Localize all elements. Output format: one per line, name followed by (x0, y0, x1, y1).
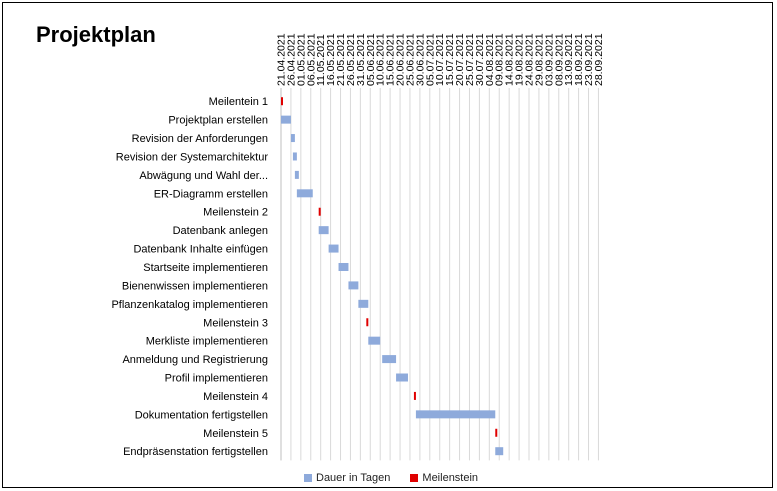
x-tick-label: 10.07.2021 (434, 33, 446, 86)
milestone-marker (413, 391, 416, 400)
task-label: Meilenstein 2 (203, 207, 268, 219)
task-bar (318, 226, 329, 235)
x-tick-label: 19.08.2021 (514, 33, 526, 86)
task-label: Dokumentation fertigstellen (135, 409, 268, 421)
task-label: Datenbank anlegen (173, 225, 268, 237)
milestone-marker (281, 97, 283, 106)
x-tick-label: 15.06.2021 (385, 33, 397, 86)
x-tick-label: 01.05.2021 (295, 33, 307, 86)
x-tick-label: 21.05.2021 (335, 33, 347, 86)
task-label: Datenbank Inhalte einfügen (133, 244, 268, 256)
x-tick-label: 25.07.2021 (464, 33, 476, 86)
x-tick-label: 11.05.2021 (315, 34, 327, 86)
task-label: Meilenstein 4 (203, 391, 268, 403)
x-tick-label: 08.09.2021 (553, 33, 565, 86)
task-bar (495, 447, 504, 456)
x-tick-label: 23.09.2021 (583, 33, 595, 86)
task-label: Revision der Systemarchitektur (116, 151, 269, 163)
milestone-marker (366, 318, 369, 327)
legend-swatch-milestone (410, 474, 419, 482)
task-label: Meilenstein 5 (203, 428, 268, 440)
legend-item-duration: Dauer in Tagen (304, 472, 390, 484)
task-bar (348, 281, 359, 290)
legend-label-milestone: Meilenstein (422, 472, 479, 484)
task-bar (382, 355, 397, 364)
task-bar (290, 134, 295, 143)
task-bar (328, 244, 339, 253)
task-label: ER-Diagramm erstellen (154, 188, 268, 200)
x-tick-label: 26.04.2021 (285, 33, 297, 86)
x-tick-label: 24.08.2021 (524, 33, 536, 86)
task-bar (294, 170, 299, 179)
x-tick-label: 21.04.2021 (276, 33, 288, 86)
x-tick-label: 05.06.2021 (365, 33, 377, 86)
task-bar (368, 336, 381, 345)
x-tick-label: 29.08.2021 (533, 33, 545, 86)
task-bar (338, 262, 349, 271)
x-tick-label: 14.08.2021 (504, 33, 516, 86)
task-label: Endpräsenstation fertigstellen (123, 446, 268, 458)
task-bar (396, 373, 408, 382)
x-tick-label: 28.09.2021 (593, 33, 605, 86)
task-label: Revision der Anforderungen (132, 133, 268, 145)
x-tick-label: 03.09.2021 (543, 33, 555, 86)
legend-label-duration: Dauer in Tagen (316, 472, 391, 484)
legend-item-milestone: Meilenstein (410, 472, 478, 484)
x-tick-label: 10.06.2021 (375, 33, 387, 86)
legend-swatch-duration (304, 474, 312, 482)
x-tick-label: 16.05.2021 (325, 33, 337, 86)
x-tick-label: 06.05.2021 (305, 33, 317, 86)
task-label: Meilentein 1 (209, 96, 268, 108)
x-tick-label: 05.07.2021 (424, 33, 436, 86)
task-label: Merkliste implementieren (146, 336, 268, 348)
chart-title: Projektplan (36, 22, 156, 47)
legend: Dauer in Tagen Meilenstein (304, 472, 478, 484)
x-tick-label: 31.05.2021 (355, 33, 367, 86)
x-tick-label: 15.07.2021 (444, 33, 456, 86)
x-tick-label: 30.06.2021 (414, 33, 426, 86)
task-label: Bienenwissen implementieren (122, 280, 268, 292)
task-label: Anmeldung und Registrierung (122, 354, 268, 366)
x-tick-label: 09.08.2021 (494, 33, 506, 86)
milestone-marker (318, 207, 321, 216)
task-label: Abwägung und Wahl der... (139, 170, 268, 182)
x-tick-label: 20.06.2021 (395, 33, 407, 86)
x-tick-label: 18.09.2021 (573, 33, 585, 86)
task-label: Profil implementieren (165, 373, 268, 385)
x-tick-label: 04.08.2021 (484, 33, 496, 86)
task-bar (415, 410, 496, 419)
task-label: Meilenstein 3 (203, 317, 268, 329)
task-bar (281, 115, 291, 124)
x-tick-label: 13.09.2021 (563, 33, 575, 86)
milestone-marker (495, 428, 498, 437)
task-bar (358, 299, 369, 308)
task-bar (296, 189, 313, 198)
x-tick-label: 30.07.2021 (474, 33, 486, 86)
task-bar (292, 152, 297, 161)
task-label: Startseite implementieren (143, 262, 268, 274)
x-tick-label: 26.05.2021 (345, 33, 357, 86)
x-tick-label: 20.07.2021 (454, 33, 466, 86)
task-label: Pflanzenkatalog implementieren (111, 299, 268, 311)
task-label: Projektplan erstellen (168, 115, 268, 127)
x-tick-label: 25.06.2021 (404, 33, 416, 86)
